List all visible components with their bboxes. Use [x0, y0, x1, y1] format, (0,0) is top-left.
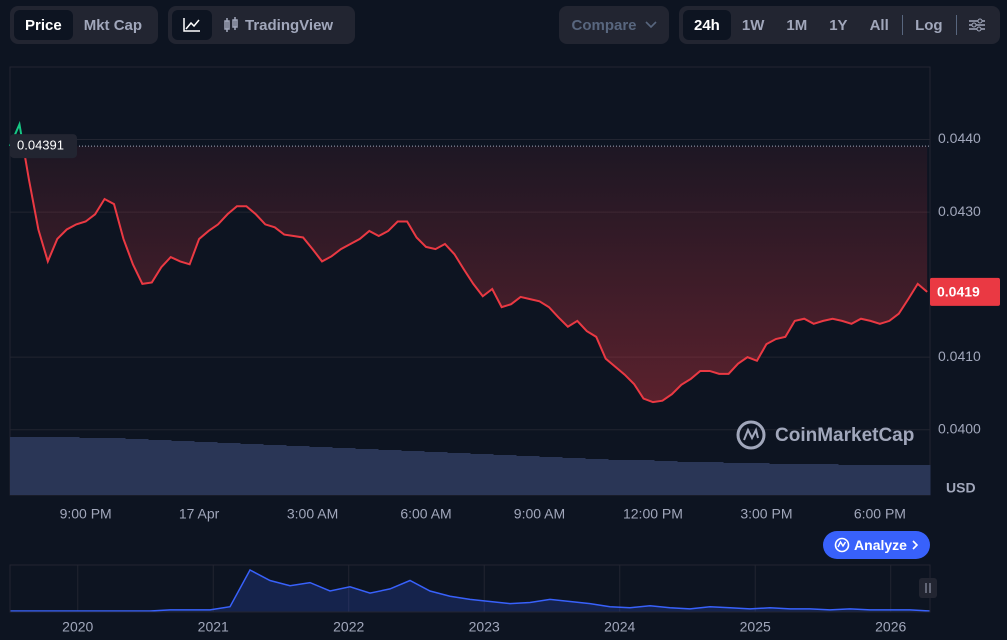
- overview-tick-label: 2020: [62, 619, 93, 635]
- overview-tick-label: 2022: [333, 619, 364, 635]
- settings-button[interactable]: [958, 10, 996, 40]
- volume-bar: [654, 461, 678, 495]
- overview-tick-label: 2025: [740, 619, 771, 635]
- volume-bar: [332, 448, 356, 495]
- y-tick-label: 0.0410: [938, 348, 981, 364]
- volume-bar: [493, 455, 517, 495]
- line-button[interactable]: [172, 10, 212, 40]
- volume-bar: [424, 452, 448, 495]
- volume-bar: [884, 465, 908, 495]
- y-tick-label: 0.0430: [938, 203, 981, 219]
- volume-bar: [263, 445, 287, 495]
- view-toggle: Price Mkt Cap: [10, 6, 158, 44]
- settings-icon: [968, 18, 985, 32]
- volume-bar: [102, 438, 126, 495]
- volume-bar: [585, 459, 609, 495]
- overview-tick-label: 2021: [198, 619, 229, 635]
- volume-bar: [401, 451, 425, 495]
- volume-bar: [516, 456, 540, 495]
- volume-bar: [746, 463, 770, 495]
- volume-bar: [194, 442, 218, 495]
- compare-button[interactable]: Compare: [559, 6, 669, 44]
- x-tick-label: 9:00 AM: [514, 506, 565, 522]
- volume-bar: [56, 437, 80, 495]
- range-button[interactable]: All: [869, 16, 889, 34]
- volume-bar: [286, 446, 310, 495]
- currency: USD: [946, 480, 976, 496]
- volume-bar: [815, 464, 839, 495]
- price-button[interactable]: Price: [14, 10, 73, 40]
- range-button[interactable]: 1M: [786, 16, 808, 34]
- range-button[interactable]: 1W: [741, 16, 765, 34]
- tradingview-button[interactable]: TradingView: [212, 10, 344, 40]
- volume-bar: [10, 437, 34, 495]
- volume-bar: [700, 462, 724, 495]
- x-tick-label: 3:00 AM: [287, 506, 338, 522]
- area: [23, 146, 928, 403]
- volume-bar: [562, 458, 586, 495]
- tradingview-label: TradingView: [245, 16, 334, 34]
- mktcap-button[interactable]: Mkt Cap: [83, 16, 143, 34]
- reference-label: 0.04391: [17, 138, 64, 153]
- volume-bar: [217, 443, 241, 495]
- volume-bar: [539, 457, 563, 495]
- volume-bar: [470, 454, 494, 495]
- candle-icon: [224, 17, 238, 32]
- x-tick-label: 9:00 PM: [60, 506, 112, 522]
- volume-bar: [125, 439, 149, 495]
- analyze-icon: [834, 537, 850, 553]
- volume-bar: [148, 440, 172, 495]
- volume-bar: [355, 449, 379, 495]
- chart-type: TradingView: [168, 6, 355, 44]
- volume-bar: [33, 437, 57, 495]
- volume-bar: [838, 465, 862, 495]
- overview-area: [10, 570, 930, 612]
- overview-line: [10, 568, 931, 612]
- volume-bar: [769, 464, 793, 495]
- x-tick-label: 17 Apr: [179, 506, 220, 522]
- volume-bar: [240, 444, 264, 495]
- x-tick-label: 12:00 PM: [623, 506, 683, 522]
- log-button[interactable]: Log: [915, 16, 943, 34]
- x-tick-label: 6:00 PM: [854, 506, 906, 522]
- volume-bar: [723, 463, 747, 495]
- y-tick-label: 0.0400: [938, 420, 981, 436]
- volume-bar: [631, 460, 655, 495]
- chevron: [644, 21, 657, 29]
- overview-tick-label: 2026: [875, 619, 906, 635]
- x-tick-label: 3:00 PM: [740, 506, 792, 522]
- volume-bar: [378, 450, 402, 495]
- volume-bar: [447, 453, 471, 495]
- x-tick-label: 6:00 AM: [400, 506, 451, 522]
- volume-bar: [608, 460, 632, 495]
- range-button[interactable]: 24h: [683, 10, 731, 40]
- current-price-label: 0.0419: [937, 284, 980, 300]
- range-toggle: 24h 1W 1M 1Y All Log: [679, 6, 1000, 44]
- volume-bar: [907, 465, 931, 495]
- price-line: [10, 146, 928, 404]
- chevron: [912, 540, 919, 550]
- volume-bar: [792, 464, 816, 495]
- analyze-button[interactable]: Analyze: [823, 531, 930, 559]
- line-icon: [183, 18, 200, 32]
- analyze-label: Analyze: [854, 537, 907, 553]
- volume-bar: [309, 447, 333, 495]
- range-button[interactable]: 1Y: [829, 16, 848, 34]
- volume-bar: [171, 441, 195, 495]
- watermark-text: CoinMarketCap: [775, 425, 914, 446]
- volume-bar: [79, 438, 103, 495]
- overview-tick-label: 2023: [469, 619, 500, 635]
- watermark: CoinMarketCap: [736, 420, 914, 450]
- reference-label-box: [10, 134, 77, 159]
- overview-tick-label: 2024: [604, 619, 635, 635]
- volume-bar: [677, 462, 701, 495]
- volume-bar: [861, 465, 885, 495]
- overview-handle[interactable]: [919, 578, 937, 598]
- current-price-box: [930, 277, 1000, 306]
- y-tick-label: 0.0440: [938, 130, 981, 146]
- compare-label: Compare: [571, 16, 637, 34]
